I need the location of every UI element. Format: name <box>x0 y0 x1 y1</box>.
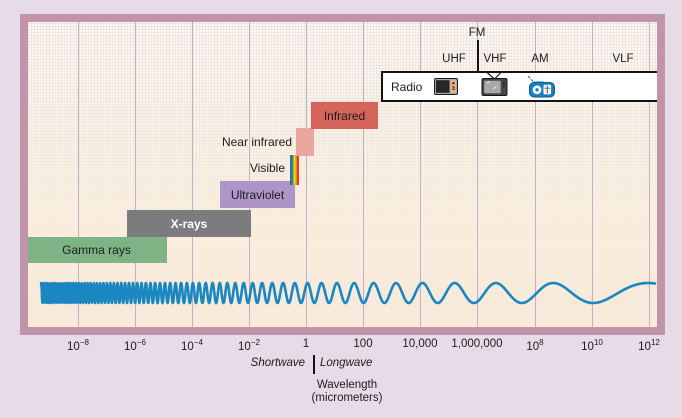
tv-icon <box>481 71 507 96</box>
band-x-rays: X-rays <box>127 210 251 237</box>
axis-title-line2: (micrometers) <box>311 392 383 404</box>
fm-tick-line <box>477 40 479 71</box>
plot-frame: Gamma rays X-rays Ultraviolet Visible Near i… <box>21 15 664 334</box>
axis-title: Wavelength (micrometers) <box>237 379 457 405</box>
band-radio: Radio <box>381 71 657 102</box>
tick-label: 1,000,000 <box>451 338 503 350</box>
band-gamma-rays: Gamma rays <box>28 237 167 263</box>
tick-label: 1012 <box>638 338 660 353</box>
shortwave-label: Shortwave <box>250 357 305 369</box>
band-label: Gamma rays <box>62 243 131 257</box>
tick-label: 10−4 <box>181 338 203 353</box>
band-label: Ultraviolet <box>230 187 285 202</box>
axis-title-line1: Wavelength <box>316 379 378 391</box>
gridline <box>135 22 136 327</box>
tick-label: 10,000 <box>402 338 438 350</box>
plot-area: Gamma rays X-rays Ultraviolet Visible Near i… <box>28 22 657 327</box>
tick-label: 100 <box>353 338 373 350</box>
wavelength-wave <box>39 281 657 305</box>
band-label: X-rays <box>170 216 208 231</box>
gridline <box>249 22 250 327</box>
tick-label: 10−8 <box>67 338 89 353</box>
microwave-oven-icon <box>434 78 458 95</box>
tick-label: 10−2 <box>238 338 260 353</box>
radio-band-label-vlf: VLF <box>612 53 634 65</box>
gridline <box>306 22 307 327</box>
gridline <box>477 22 478 327</box>
gridline <box>192 22 193 327</box>
gridline <box>649 22 650 327</box>
fm-label: FM <box>468 27 486 39</box>
radio-band-label-am: AM <box>531 53 549 65</box>
shortwave-longwave-divider <box>313 355 315 374</box>
band-infrared: Infrared <box>311 102 378 129</box>
band-near-infrared <box>296 128 314 156</box>
gridline <box>78 22 79 327</box>
boombox-radio-icon <box>527 75 555 98</box>
radio-band-label-uhf: UHF <box>442 53 466 65</box>
gridline <box>363 22 364 327</box>
band-visible <box>290 155 299 185</box>
band-label-near-infrared: Near infrared <box>221 135 292 149</box>
gridline <box>535 22 536 327</box>
tick-label: 1 <box>302 338 310 350</box>
tick-label: 108 <box>526 338 544 353</box>
gridline <box>420 22 421 327</box>
tick-label: 10−6 <box>124 338 146 353</box>
band-ultraviolet: Ultraviolet <box>220 181 295 208</box>
radio-label: Radio <box>391 79 423 94</box>
band-label-visible: Visible <box>249 161 285 175</box>
tick-label: 1010 <box>581 338 603 353</box>
longwave-label: Longwave <box>320 357 373 369</box>
band-label: Infrared <box>323 108 366 123</box>
gridline <box>592 22 593 327</box>
radio-band-label-vhf: VHF <box>483 53 507 65</box>
